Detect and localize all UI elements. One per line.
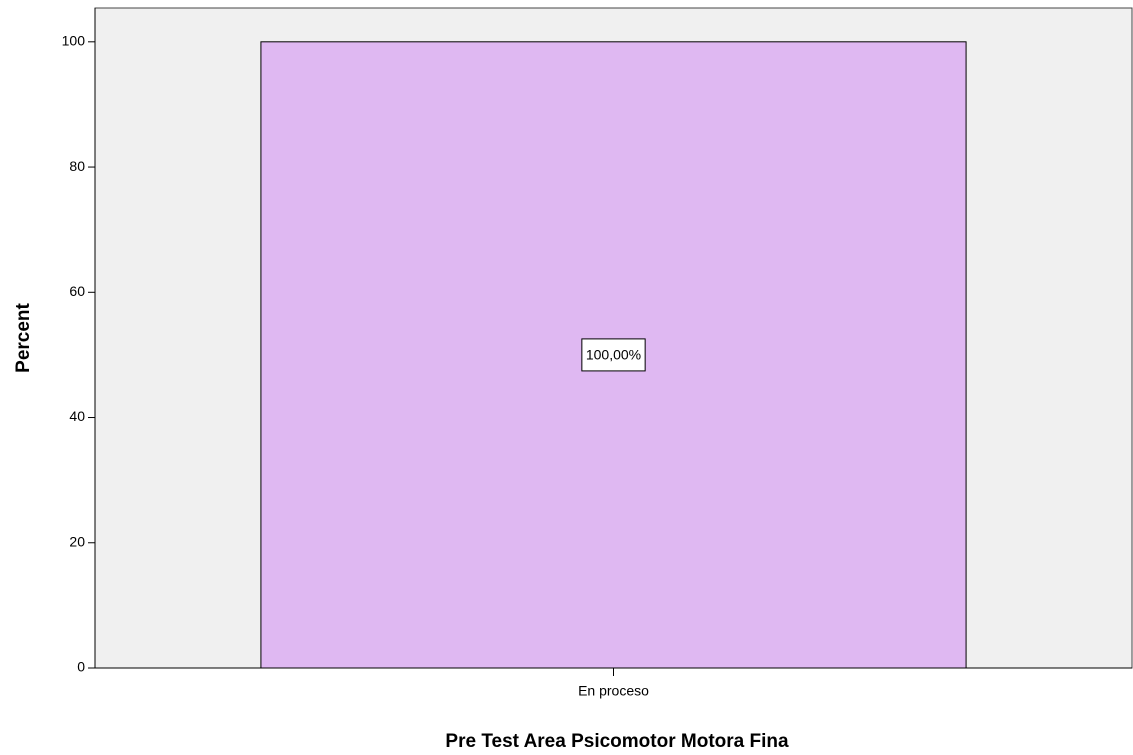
y-tick-label: 0 [77, 659, 85, 675]
data-label: 100,00% [586, 347, 641, 363]
x-tick-label: En proceso [578, 683, 649, 699]
y-axis-title: Percent [13, 302, 34, 372]
y-tick-label: 60 [69, 283, 85, 299]
data-label-box [581, 338, 646, 372]
y-tick-label: 80 [69, 158, 85, 174]
y-tick-label: 100 [62, 33, 86, 49]
x-axis-title: Pre Test Area Psicomotor Motora Fina [445, 731, 789, 752]
y-tick-label: 20 [69, 533, 85, 549]
y-tick-label: 40 [69, 408, 85, 424]
